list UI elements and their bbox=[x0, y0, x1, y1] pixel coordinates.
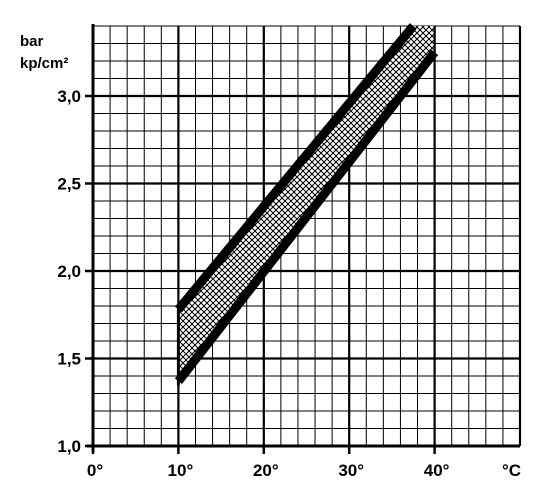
x-tick-label: 30° bbox=[338, 461, 364, 480]
y-tick-label: 1,0 bbox=[57, 437, 81, 456]
band-lower-limit-line bbox=[174, 49, 439, 385]
x-tick-label: 0° bbox=[87, 461, 103, 480]
tolerance-band bbox=[174, 23, 439, 386]
grid bbox=[91, 25, 522, 448]
x-tick-labels: 0° 10° 20° 30° 40° bbox=[87, 461, 450, 480]
axes bbox=[85, 24, 520, 454]
band-upper-limit-line bbox=[174, 23, 417, 313]
y-unit-label-kp: kp/cm² bbox=[20, 55, 68, 72]
y-tick-label: 1,5 bbox=[57, 350, 81, 369]
y-tick-label: 2,0 bbox=[57, 262, 81, 281]
y-tick-label: 2,5 bbox=[57, 175, 81, 194]
x-tick-label: 40° bbox=[424, 461, 450, 480]
x-tick-label: 20° bbox=[253, 461, 279, 480]
x-unit-label: °C bbox=[502, 461, 521, 480]
x-tick-label: 10° bbox=[168, 461, 194, 480]
y-tick-label: 3,0 bbox=[57, 87, 81, 106]
y-unit-label-bar: bar bbox=[20, 33, 44, 50]
y-tick-labels: 1,0 1,5 2,0 2,5 3,0 bbox=[57, 87, 81, 456]
